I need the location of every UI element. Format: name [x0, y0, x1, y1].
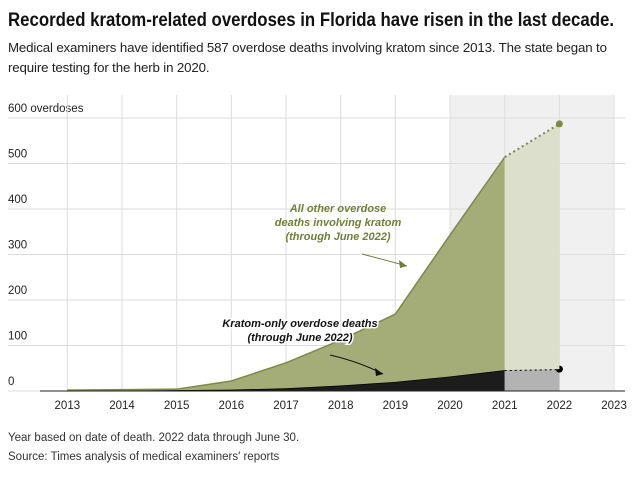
x-tick-label: 2014: [109, 400, 135, 412]
series-label: Kratom-only overdose deaths (through June…: [222, 318, 377, 344]
area-line: [67, 156, 506, 391]
area: [504, 123, 560, 371]
area: [67, 370, 505, 391]
end-point: [555, 120, 563, 128]
area: [67, 157, 505, 391]
y-tick-label: 600 overdoses: [8, 103, 84, 115]
x-tick-label: 2015: [164, 400, 190, 412]
series-label: All other overdose deaths involving krato…: [275, 203, 402, 243]
y-tick-label: 100: [8, 331, 27, 343]
y-tick-label: 400: [8, 194, 27, 206]
chart-title: Recorded kratom-related overdoses in Flo…: [8, 10, 614, 31]
arrow-head: [399, 260, 407, 268]
area-line: [504, 368, 560, 372]
area-line: [504, 123, 560, 158]
note: Year based on date of death. 2022 data t…: [8, 432, 299, 444]
y-tick-label: 0: [8, 376, 14, 388]
x-tick-label: 2016: [219, 400, 245, 412]
y-tick-label: 300: [8, 240, 27, 252]
chart-subtitle: Medical examiners have identified 587 ov…: [8, 40, 607, 75]
x-tick-label: 2021: [492, 400, 518, 412]
arrow-head: [375, 368, 383, 376]
y-tick-label: 200: [8, 285, 27, 297]
x-tick-label: 2017: [273, 400, 299, 412]
area: [504, 369, 560, 391]
x-tick-label: 2018: [328, 400, 354, 412]
x-tick-label: 2013: [55, 400, 81, 412]
note: Source: Times analysis of medical examin…: [8, 451, 280, 463]
y-tick-label: 500: [8, 149, 27, 161]
x-tick-label: 2019: [383, 400, 409, 412]
x-tick-label: 2020: [437, 400, 463, 412]
x-tick-label: 2023: [601, 400, 627, 412]
x-tick-label: 2022: [547, 400, 573, 412]
